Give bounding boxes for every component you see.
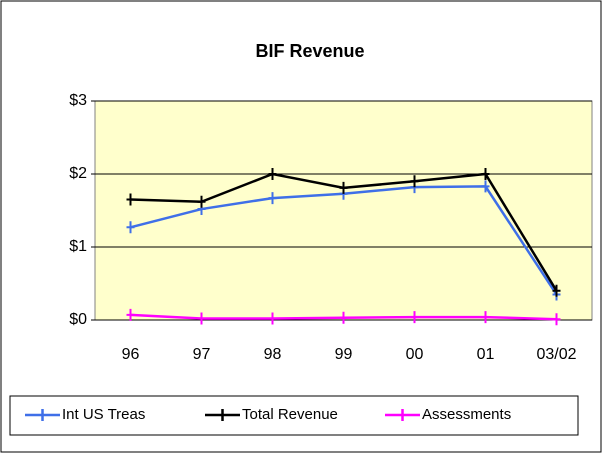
point-marker: [552, 313, 561, 326]
legend-label: Total Revenue: [242, 406, 338, 423]
legend-label: Assessments: [422, 406, 511, 423]
point-marker: [481, 180, 490, 193]
chart-title: BIF Revenue: [255, 41, 364, 61]
point-marker: [339, 181, 348, 194]
point-marker: [410, 311, 419, 324]
point-marker: [126, 221, 135, 234]
y-tick-label: $3: [69, 92, 87, 109]
point-marker: [410, 175, 419, 188]
plot-area: [94, 100, 593, 321]
point-marker: [268, 168, 277, 180]
point-marker: [197, 195, 206, 208]
point-marker: [126, 308, 135, 321]
x-tick-label: 99: [335, 346, 353, 363]
x-tick-label: 03/02: [536, 346, 576, 363]
legend-label: Int US Treas: [62, 406, 145, 423]
legend-box: [9, 395, 579, 436]
point-marker: [339, 311, 348, 324]
y-tick-label: $1: [69, 238, 87, 255]
point-marker: [197, 312, 206, 325]
legend-swatch: [25, 409, 60, 421]
point-marker: [268, 192, 277, 205]
legend-swatch: [205, 409, 240, 421]
point-marker: [481, 168, 490, 180]
x-tick-label: 97: [193, 346, 211, 363]
point-marker: [126, 193, 135, 206]
y-tick-label: $2: [69, 165, 87, 182]
point-marker: [481, 311, 490, 324]
legend-swatch: [385, 409, 420, 421]
point-marker: [552, 284, 561, 297]
x-tick-label: 96: [122, 346, 140, 363]
x-tick-label: 01: [477, 346, 495, 363]
y-tick-label: $0: [69, 311, 87, 328]
x-tick-label: 98: [264, 346, 282, 363]
x-tick-label: 00: [406, 346, 424, 363]
point-marker: [268, 312, 277, 325]
